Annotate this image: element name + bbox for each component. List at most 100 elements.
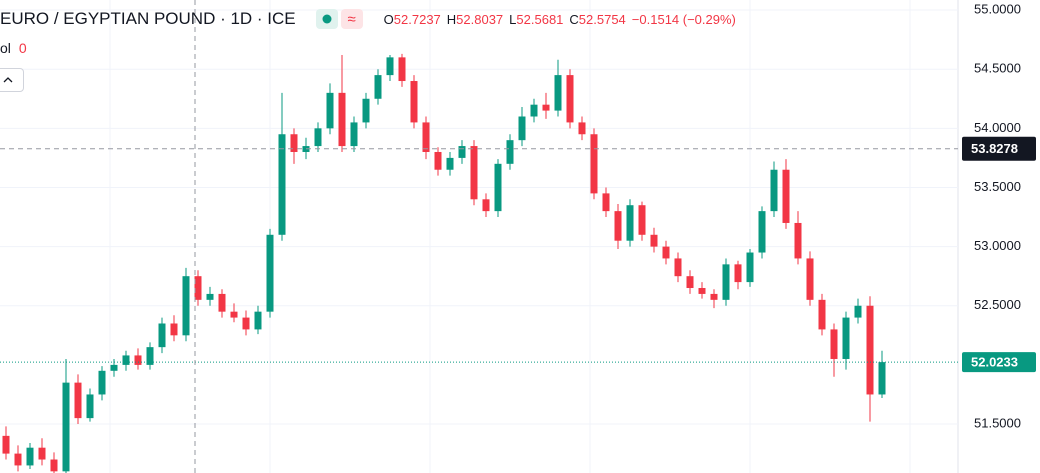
candle-body: [542, 104, 550, 111]
candle-body: [374, 75, 382, 99]
candle-body: [2, 435, 10, 454]
candle-body: [590, 134, 598, 194]
candle-body: [122, 355, 130, 365]
candle-body: [578, 122, 586, 135]
candle-body: [566, 75, 574, 123]
volume-legend: ol 0: [0, 40, 27, 56]
candle-body: [878, 362, 886, 395]
candle-body: [602, 193, 610, 212]
candle-body: [842, 317, 850, 359]
candle-body: [86, 394, 94, 419]
candle-body: [62, 382, 70, 472]
legend-key: H: [446, 11, 457, 27]
legend-change: −0.1514 (−0.29%): [631, 11, 736, 27]
legend-key: O: [383, 11, 394, 27]
candle-body: [866, 305, 874, 395]
candle-body: [266, 234, 274, 312]
candle-body: [134, 355, 142, 365]
market-status[interactable]: [315, 9, 338, 29]
candle-body: [410, 81, 418, 123]
candle-body: [362, 98, 370, 123]
chart-title: EURO / EGYPTIAN POUND · 1D · ICE: [0, 9, 296, 28]
last-price-tag: [962, 352, 1036, 373]
candle-body: [230, 311, 238, 318]
candle-body: [194, 276, 202, 300]
delay-icon[interactable]: ≈: [340, 9, 363, 29]
candle-body: [254, 311, 262, 330]
candle-body: [278, 134, 286, 235]
volume-value: 0: [18, 40, 27, 56]
candle-body: [110, 364, 118, 371]
y-tick-label: 53.0000: [974, 238, 1021, 253]
candle-body: [662, 246, 670, 259]
candle-body: [458, 146, 466, 158]
candle-body: [290, 134, 298, 152]
candle-body: [434, 151, 442, 170]
candle-body: [398, 57, 406, 82]
candle-body: [686, 276, 694, 289]
candle-body: [242, 317, 250, 330]
candle-body: [614, 211, 622, 241]
candle-body: [218, 293, 226, 312]
candle-body: [854, 305, 862, 318]
y-tick-label: 54.0000: [974, 120, 1021, 135]
volume-label: ol: [0, 40, 11, 56]
legend-value: 52.7237: [393, 11, 441, 27]
crosshair-label: 53.8278: [971, 141, 1018, 156]
candle-body: [674, 258, 682, 277]
y-tick-label: 53.5000: [974, 179, 1021, 194]
candle-body: [494, 163, 502, 212]
candle-body: [98, 370, 106, 395]
last-price-label: 52.0233: [971, 355, 1018, 370]
legend-value: 52.8037: [456, 11, 504, 27]
candle-body: [782, 169, 790, 223]
candle-body: [710, 293, 718, 300]
candle-body: [698, 288, 706, 294]
candle-body: [722, 264, 730, 300]
candle-body: [50, 459, 58, 472]
candle-body: [158, 323, 166, 348]
candle-body: [26, 447, 34, 466]
candle-body: [74, 382, 82, 419]
candle-body: [794, 222, 802, 259]
collapse-button[interactable]: [0, 68, 24, 92]
header: EURO / EGYPTIAN POUND · 1D · ICE ≈ O 52.7…: [0, 8, 736, 30]
candle-body: [146, 347, 154, 365]
candle-body: [386, 57, 394, 76]
candle-body: [350, 122, 358, 147]
candle-body: [638, 205, 646, 235]
legend-value: 52.5681: [516, 11, 564, 27]
y-tick-label: 52.5000: [974, 297, 1021, 312]
candle-body: [518, 116, 526, 141]
y-tick-label: 54.5000: [974, 61, 1021, 76]
candle-body: [206, 293, 214, 300]
y-tick-label: 51.5000: [974, 415, 1021, 430]
y-tick-label: 55.0000: [974, 1, 1021, 16]
candle-body: [554, 75, 562, 111]
candle-body: [734, 264, 742, 283]
candle-body: [830, 329, 838, 359]
crosshair-tag: [962, 136, 1036, 161]
candle-body: [338, 92, 346, 147]
candle-body: [650, 234, 658, 247]
candle-body: [746, 252, 754, 283]
candle-body: [170, 323, 178, 336]
candle-body: [626, 205, 634, 241]
candle-body: [530, 104, 538, 117]
candle-body: [506, 140, 514, 164]
legend-key: C: [569, 11, 579, 27]
candle-body: [326, 92, 334, 129]
candle-body: [758, 211, 766, 253]
legend-value: 52.5754: [578, 11, 626, 27]
candle-body: [38, 447, 46, 460]
candle-body: [14, 453, 22, 466]
legend-key: L: [509, 11, 517, 27]
candle-body: [446, 157, 454, 170]
candle-body: [422, 122, 430, 152]
candle-body: [770, 169, 778, 212]
candle-body: [482, 199, 490, 212]
candle-body: [314, 128, 322, 147]
candle-body: [806, 258, 814, 300]
